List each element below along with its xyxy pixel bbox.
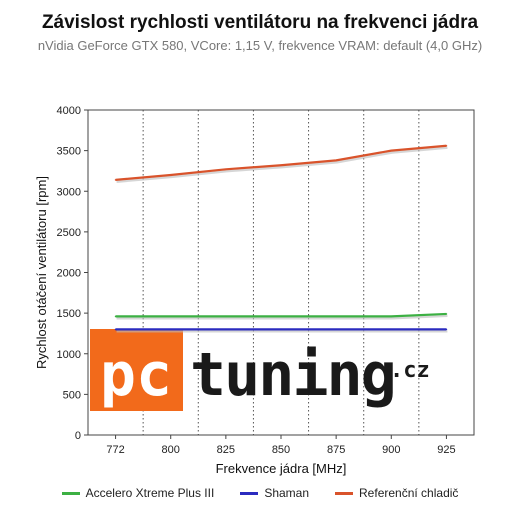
x-tick-label: 900 [382, 444, 400, 456]
data-point-0 [390, 315, 393, 318]
x-tick-label: 875 [327, 444, 345, 456]
x-tick-label: 800 [162, 444, 180, 456]
y-tick-label: 3500 [57, 146, 81, 158]
legend-label-shaman: Shaman [264, 486, 310, 500]
chart-subtitle: nVidia GeForce GTX 580, VCore: 1,15 V, f… [37, 38, 483, 53]
y-tick-label: 1500 [57, 308, 81, 320]
x-tick-label: 850 [272, 444, 290, 456]
data-point-2 [445, 144, 448, 147]
data-point-0 [225, 315, 227, 318]
data-point-2 [280, 164, 282, 167]
data-point-0 [169, 315, 172, 318]
data-point-1 [335, 328, 337, 331]
logo-tuning-text: tuning [190, 340, 395, 410]
legend-item-accelero: Accelero Xtreme Plus III [61, 486, 215, 500]
y-tick-label: 500 [63, 389, 81, 401]
y-tick-label: 0 [75, 430, 81, 442]
data-point-1 [280, 328, 282, 331]
legend-item-shaman: Shaman [240, 486, 309, 500]
y-tick-label: 2000 [57, 268, 81, 280]
data-point-1 [225, 328, 227, 331]
pctuning-logo: pc tuning.cz [90, 329, 430, 411]
data-point-0 [114, 315, 117, 318]
series-line-2 [115, 144, 447, 181]
logo-pc-text: pc [100, 340, 172, 410]
legend-item-reference: Referenční chladič [335, 486, 458, 500]
x-axis-label: Frekvence jádra [MHz] [216, 461, 347, 476]
data-point-2 [335, 159, 337, 162]
data-point-0 [445, 313, 448, 315]
legend-swatch-accelero [61, 491, 80, 495]
chart-title: Závislost rychlosti ventilátoru na frekv… [41, 12, 479, 33]
x-tick-label: 825 [217, 444, 235, 456]
y-tick-label: 4000 [57, 105, 81, 117]
series-line-shadow [116, 146, 448, 183]
x-tick-label: 925 [437, 444, 455, 456]
data-point-1 [390, 328, 393, 331]
chart-legend: Accelero Xtreme Plus III Shaman Referenč… [0, 486, 520, 500]
data-point-2 [169, 174, 172, 176]
data-point-1 [169, 328, 172, 331]
series-line-shadow [116, 314, 448, 320]
legend-label-reference: Referenční chladič [359, 486, 459, 500]
data-point-1 [445, 328, 448, 331]
data-point-2 [114, 179, 117, 181]
legend-swatch-reference [335, 491, 354, 495]
x-tick-label: 772 [106, 444, 124, 456]
logo-cz-text: .cz [390, 358, 430, 383]
y-tick-label: 2500 [57, 227, 81, 239]
data-point-2 [225, 168, 227, 171]
y-tick-label: 3000 [57, 186, 81, 198]
data-point-0 [335, 315, 337, 318]
legend-label-accelero: Accelero Xtreme Plus III [85, 486, 215, 500]
data-point-2 [390, 149, 393, 152]
y-tick-label: 1000 [57, 349, 81, 361]
y-axis-label: Rychlost otáčení ventilátoru [rpm] [34, 176, 49, 369]
data-point-0 [280, 315, 282, 318]
legend-swatch-shaman [240, 491, 259, 495]
logo-orange-box [90, 329, 183, 411]
data-point-1 [114, 328, 117, 331]
